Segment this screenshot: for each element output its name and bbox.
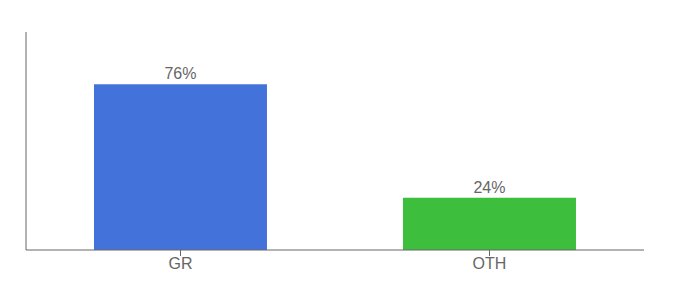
svg-text:24%: 24% — [473, 179, 505, 196]
svg-text:GR: GR — [169, 255, 193, 272]
svg-text:76%: 76% — [164, 65, 196, 82]
svg-text:OTH: OTH — [473, 255, 507, 272]
